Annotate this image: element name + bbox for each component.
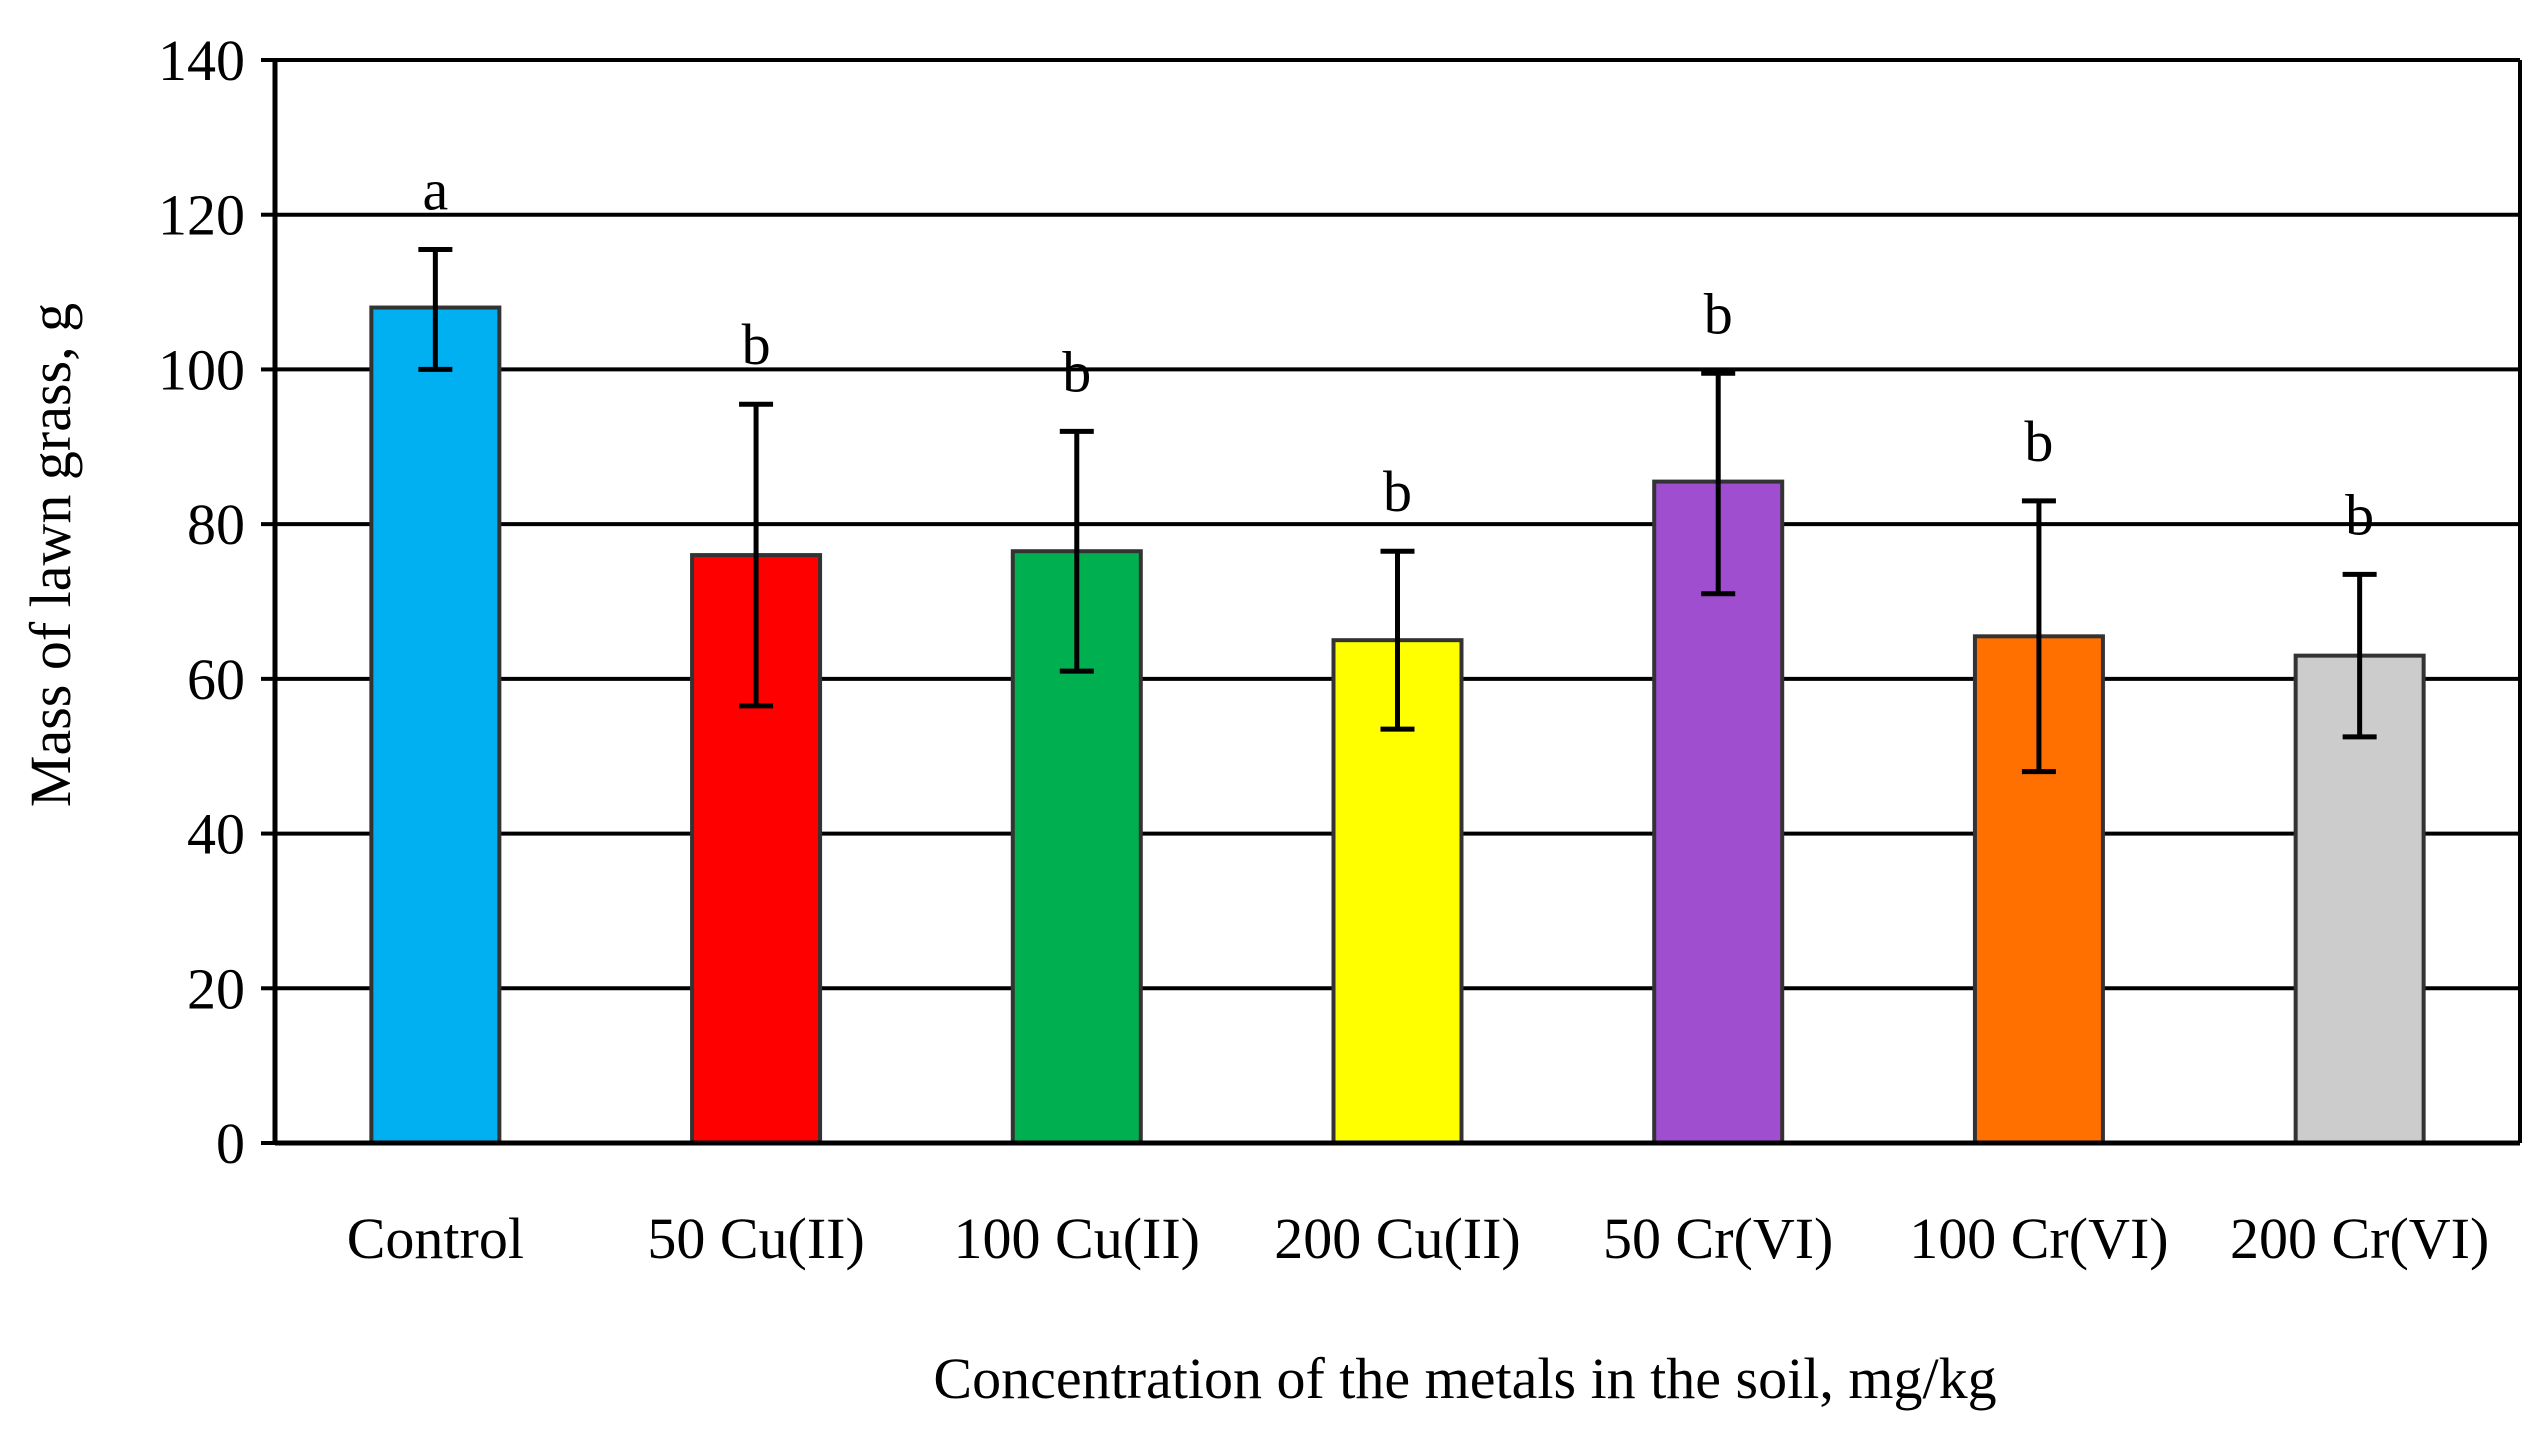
x-tick-label-6: 100 Cr(VI) xyxy=(1909,1206,2168,1271)
significance-letter-3: b xyxy=(1062,339,1091,404)
x-tick-label-3: 100 Cu(II) xyxy=(954,1206,1200,1271)
y-tick-label: 40 xyxy=(187,802,245,867)
significance-letter-5: b xyxy=(1704,281,1733,346)
significance-letters: a b b b b b b xyxy=(422,158,2374,548)
y-axis-title: Mass of lawn grass, g xyxy=(18,303,83,807)
x-tick-label-5: 50 Cr(VI) xyxy=(1603,1206,1833,1271)
y-tick-label: 0 xyxy=(216,1111,245,1176)
x-tick-label-7: 200 Cr(VI) xyxy=(2230,1206,2489,1271)
y-tick-label: 20 xyxy=(187,956,245,1021)
x-tick-labels: Control 50 Cu(II) 100 Cu(II) 200 Cu(II) 50 C… xyxy=(347,1206,2490,1271)
y-tick-label: 100 xyxy=(158,337,245,402)
error-bars xyxy=(418,247,2377,775)
x-tick-label-1: Control xyxy=(347,1206,524,1271)
bar-1 xyxy=(369,305,502,1145)
significance-letter-1: a xyxy=(422,158,448,223)
x-tick-label-2: 50 Cu(II) xyxy=(647,1206,864,1271)
x-axis-title: Concentration of the metals in the soil,… xyxy=(933,1346,1996,1411)
y-tick-label: 120 xyxy=(158,183,245,248)
significance-letter-2: b xyxy=(742,312,771,377)
significance-letter-7: b xyxy=(2345,482,2374,547)
y-tick-label: 140 xyxy=(158,28,245,93)
significance-letter-4: b xyxy=(1383,459,1412,524)
y-tick-label: 80 xyxy=(187,492,245,557)
bar-7 xyxy=(2293,653,2426,1146)
x-tick-label-4: 200 Cu(II) xyxy=(1274,1206,1520,1271)
y-tick-label: 60 xyxy=(187,647,245,712)
y-tick-labels: 0 20 40 60 80 100 120 140 xyxy=(158,28,245,1176)
significance-letter-6: b xyxy=(2024,409,2053,474)
axes xyxy=(261,58,2522,1146)
